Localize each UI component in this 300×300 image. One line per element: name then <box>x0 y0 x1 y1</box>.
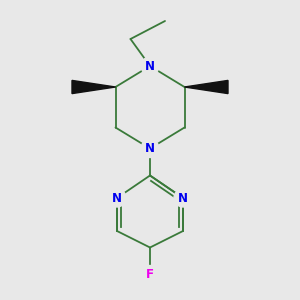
Text: N: N <box>145 142 155 155</box>
Circle shape <box>108 189 126 207</box>
Text: N: N <box>112 191 122 205</box>
Text: F: F <box>146 268 154 281</box>
Circle shape <box>141 140 159 158</box>
Text: N: N <box>145 59 155 73</box>
Polygon shape <box>72 80 116 94</box>
Circle shape <box>174 189 192 207</box>
Polygon shape <box>184 80 228 94</box>
Circle shape <box>141 57 159 75</box>
Circle shape <box>141 266 159 284</box>
Text: N: N <box>178 191 188 205</box>
